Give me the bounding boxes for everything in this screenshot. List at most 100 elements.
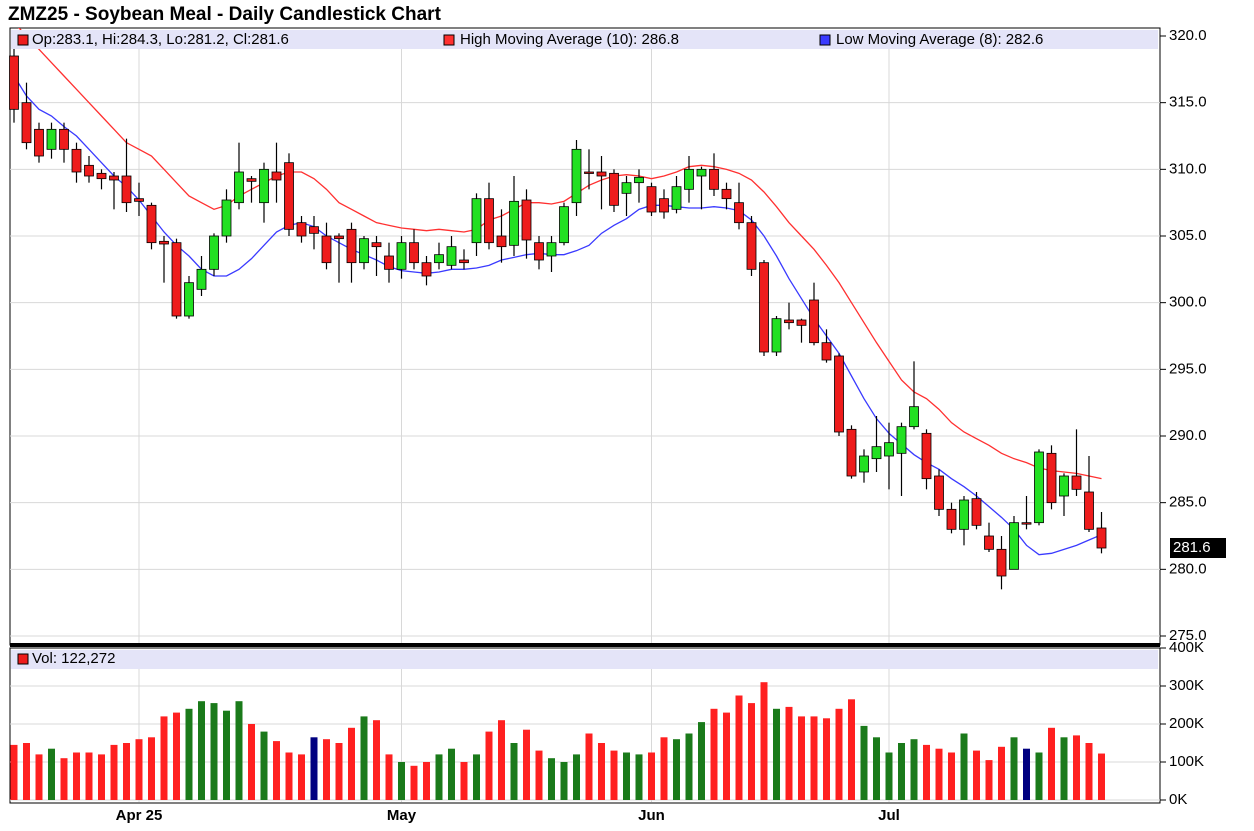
y-tick-label: 285.0: [1169, 494, 1207, 511]
candle-body: [746, 222, 757, 270]
candle-body: [359, 238, 369, 264]
volume-bar: [685, 733, 693, 800]
candle-body: [546, 242, 557, 257]
volume-bar: [710, 708, 718, 800]
candle-body: [984, 535, 994, 550]
candle-body: [1096, 527, 1107, 549]
candle-body: [859, 455, 869, 473]
candle-body: [596, 171, 607, 177]
candle-body: [409, 242, 419, 264]
volume-bar: [185, 708, 193, 800]
legend-swatch: [17, 34, 29, 46]
y-tick-label: 290.0: [1169, 427, 1207, 444]
candle-body: [621, 182, 632, 194]
candle-body: [421, 262, 432, 277]
candle-body: [384, 255, 394, 270]
volume-bar: [335, 743, 343, 800]
volume-bar: [735, 695, 743, 800]
volume-bar: [585, 733, 593, 800]
candle-body: [109, 175, 119, 181]
volume-bar: [173, 712, 180, 800]
candle-body: [396, 242, 407, 270]
candle-body: [996, 548, 1007, 577]
volume-bar: [923, 744, 930, 800]
volume-bar: [773, 708, 780, 800]
volume-bar: [298, 754, 305, 800]
candle-body: [496, 235, 507, 248]
volume-bar: [998, 746, 1005, 800]
volume-bar: [160, 716, 168, 800]
candle-body: [46, 128, 57, 150]
candle-body: [434, 254, 444, 264]
volume-bar: [985, 760, 993, 800]
volume-label: Vol: 122,272: [32, 650, 115, 667]
candle-body: [171, 242, 182, 317]
volume-bar: [1035, 752, 1043, 800]
candle-body: [21, 102, 32, 144]
volume-bar: [548, 758, 555, 800]
volume-bar: [1060, 737, 1068, 800]
y-tick-label: 315.0: [1169, 94, 1207, 111]
candle-body: [734, 202, 744, 224]
volume-bar: [260, 731, 268, 800]
volume-bar: [623, 752, 630, 800]
candle-body: [309, 226, 319, 234]
volume-bar: [698, 722, 705, 800]
volume-bar: [73, 752, 80, 800]
candle-body: [259, 168, 269, 204]
candle-body: [809, 299, 819, 344]
volume-bar: [210, 703, 218, 800]
volume-bar: [60, 758, 68, 800]
volume-bar: [910, 739, 918, 800]
candle-body: [1084, 491, 1094, 530]
candle-body: [146, 204, 157, 244]
last-price-box: [1170, 538, 1226, 558]
y-tick-label: 0K: [1169, 791, 1187, 808]
ohlc-label: Op:283.1, Hi:284.3, Lo:281.2, Cl:281.6: [32, 31, 289, 48]
candle-body: [234, 171, 244, 204]
volume-bar: [135, 739, 143, 800]
x-tick-label: Jul: [878, 807, 900, 824]
price-panel: [9, 27, 1161, 646]
candle-body: [1034, 451, 1044, 524]
candle-body: [771, 318, 782, 353]
volume-bar: [510, 743, 518, 800]
volume-bar: [573, 754, 580, 800]
y-tick-label: 275.0: [1169, 627, 1207, 644]
candle-body: [971, 498, 982, 526]
candle-body: [521, 199, 532, 241]
y-tick-label: 295.0: [1169, 360, 1207, 377]
volume-bar: [798, 716, 805, 800]
volume-bar: [248, 724, 255, 800]
candle-body: [784, 319, 794, 324]
volume-bar: [723, 712, 730, 800]
moving-average-line: [13, 75, 1102, 556]
candle-body: [934, 475, 944, 510]
candle-body: [584, 171, 594, 174]
y-tick-label: 200K: [1169, 715, 1204, 732]
y-tick-label: 320.0: [1169, 27, 1207, 44]
candle-body: [696, 168, 707, 177]
candle-body: [609, 172, 619, 206]
x-tick-label: May: [387, 807, 417, 824]
volume-bar: [310, 737, 318, 800]
x-tick-label: Apr 25: [116, 807, 163, 824]
candle-body: [1059, 475, 1069, 497]
candle-body: [834, 355, 844, 433]
volume-bar: [23, 743, 30, 800]
volume-bar: [848, 699, 855, 800]
candle-body: [334, 235, 344, 240]
volume-bar: [460, 762, 468, 800]
y-tick-label: 300K: [1169, 677, 1204, 694]
candle-body: [446, 246, 457, 266]
volume-bar: [448, 748, 455, 800]
candle-body: [9, 55, 19, 110]
volume-bar: [948, 752, 955, 800]
volume-bar: [323, 739, 330, 800]
candle-body: [1071, 475, 1082, 490]
volume-bar: [560, 762, 568, 800]
y-tick-label: 305.0: [1169, 227, 1207, 244]
volume-bar: [85, 752, 93, 800]
volume-bar: [423, 762, 430, 800]
candle-body: [709, 168, 719, 190]
